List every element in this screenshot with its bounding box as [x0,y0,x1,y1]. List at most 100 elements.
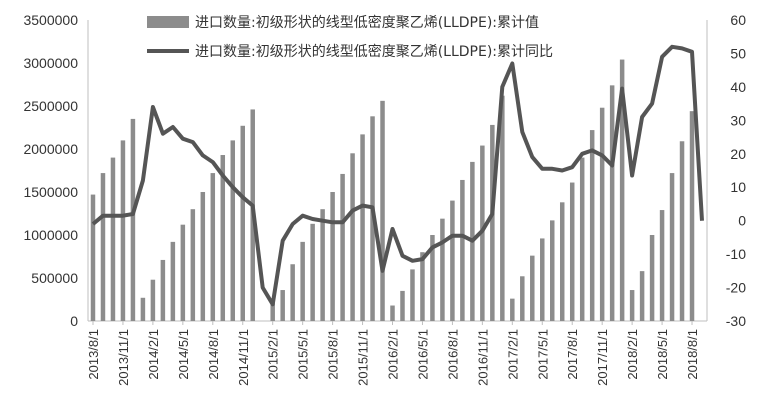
x-tick-label: 2018/2/1 [625,329,640,380]
y-left-tick-label: 0 [70,313,78,329]
y-left-tick-label: 2500000 [23,98,78,114]
y-right-tick-label: 20 [730,146,746,162]
y-right-tick-label: -20 [726,280,746,296]
x-tick-label: 2014/11/1 [236,329,251,386]
x-tick-label: 2015/2/1 [266,329,281,380]
bar [210,173,216,321]
bar [270,302,275,321]
x-tick-label: 2015/5/1 [296,329,311,380]
bar [679,141,685,321]
bar [609,85,615,321]
bar [390,305,395,321]
x-axis-ticks: 2013/8/1 2013/11/1 2014/2/1 2014/5/1 2014/8/… [86,321,700,386]
bar [400,290,405,321]
bar [340,173,345,321]
bar [410,269,415,321]
bar [649,235,655,321]
y-left-tick-label: 1500000 [23,184,78,200]
bar [170,241,176,321]
bar [669,173,675,321]
x-tick-label: 2017/2/1 [505,329,520,380]
x-tick-label: 2018/8/1 [685,329,700,380]
x-tick-label: 2014/5/1 [176,329,191,380]
bar [180,224,186,321]
bar [160,259,166,321]
bar [599,107,605,321]
bar [629,290,635,321]
legend-label-bar: 进口数量:初级形状的线型低密度聚乙烯(LLDPE):累计值 [195,14,539,31]
y-axis-left-ticks: 0 500000 1000000 1500000 2000000 2500000 30000… [23,12,78,329]
x-tick-label: 2016/11/1 [475,329,490,386]
y-axis-right-ticks: -30 -20 -10 0 10 20 30 40 50 60 [726,12,746,329]
y-right-tick-label: -10 [726,246,746,262]
bar [310,223,315,321]
bar [639,271,645,321]
bar [530,255,535,321]
x-tick-label: 2017/11/1 [595,329,610,386]
bar [290,264,295,321]
bar [450,200,455,321]
y-left-tick-label: 3000000 [23,55,78,71]
y-left-tick-label: 500000 [31,270,78,286]
bar [510,298,515,321]
x-tick-label: 2014/2/1 [146,329,161,380]
bar [130,118,136,322]
y-right-tick-label: 50 [730,45,746,61]
line-series-path [91,44,704,307]
x-tick-label: 2017/8/1 [565,329,580,380]
bar [420,252,425,321]
legend-label-line: 进口数量:初级形状的线型低密度聚乙烯(LLDPE):累计同比 [195,43,553,60]
x-tick-label: 2016/2/1 [386,329,401,380]
bar [559,202,565,321]
bar [120,140,126,321]
bar [330,192,335,321]
line-series [91,44,704,307]
y-right-tick-label: 40 [730,79,746,95]
bar [440,218,445,321]
bar [220,155,226,321]
y-left-tick-label: 2000000 [23,141,78,157]
y-left-tick-label: 3500000 [23,12,78,28]
y-right-tick-label: -30 [726,313,746,329]
bar [569,182,575,321]
x-tick-label: 2013/11/1 [116,329,131,386]
y-right-tick-label: 30 [730,112,746,128]
bar [540,238,545,321]
bar [90,194,96,321]
x-tick-label: 2016/8/1 [445,329,460,380]
bar [320,209,325,321]
bar [230,140,236,321]
bar [240,125,245,321]
bar [619,59,625,322]
bar [100,173,106,321]
bar-series [90,59,695,322]
bar [659,210,665,321]
bar [190,209,196,321]
legend-swatch-bar [147,16,189,28]
bar [589,130,595,321]
bar [350,153,355,321]
x-tick-label: 2015/11/1 [356,329,371,386]
bar [280,290,285,321]
bar [150,279,156,321]
bar [140,297,146,321]
y-right-tick-label: 60 [730,12,746,28]
bar [550,220,555,321]
legend: 进口数量:初级形状的线型低密度聚乙烯(LLDPE):累计值 进口数量:初级形状的… [147,14,553,60]
bar [200,192,206,321]
bar [380,100,385,321]
bar [110,157,116,321]
bar [579,157,585,321]
x-tick-label: 2016/5/1 [416,329,431,380]
y-right-tick-label: 0 [738,213,746,229]
y-left-tick-label: 1000000 [23,227,78,243]
x-tick-label: 2018/5/1 [655,329,670,380]
bar [500,95,505,322]
bar [520,276,525,321]
x-tick-label: 2013/8/1 [86,329,101,380]
bar [490,124,495,321]
bar [689,111,695,321]
bar [300,241,305,321]
